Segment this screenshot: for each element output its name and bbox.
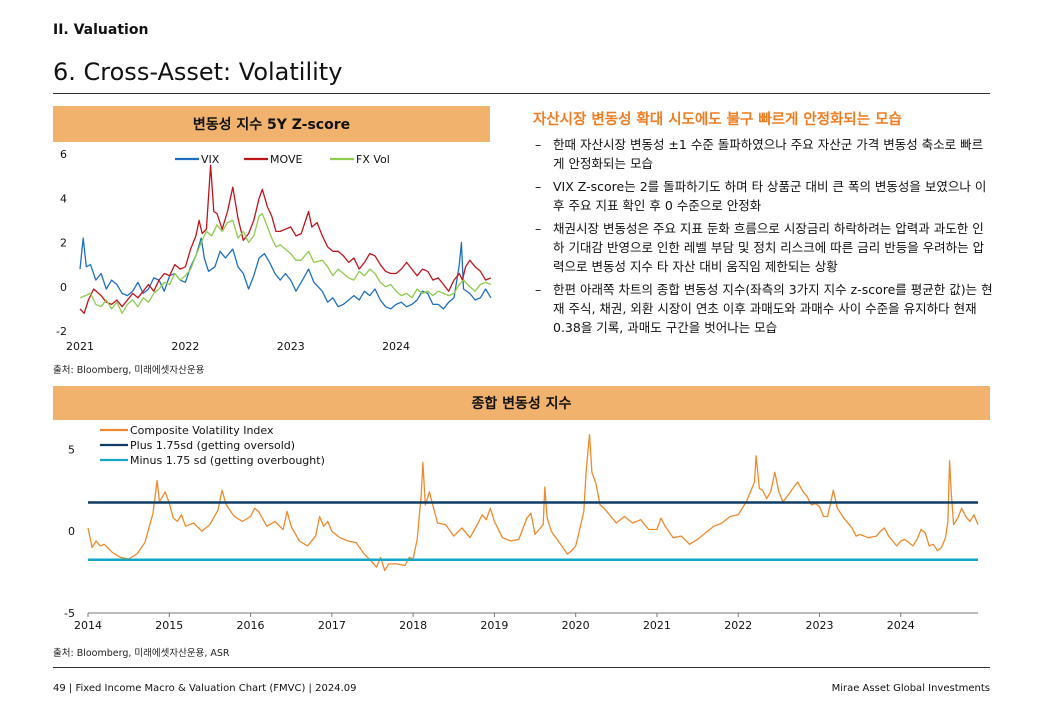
commentary-heading: 자산시장 변동성 확대 시도에도 불구 빠르게 안정화되는 모습 xyxy=(533,112,902,128)
y-tick-label: 6 xyxy=(60,148,67,161)
chart2-source: 출처: Bloomberg, 미래에셋자산운용, ASR xyxy=(53,648,230,659)
legend-entry: Minus 1.75 sd (getting overbought) xyxy=(130,454,325,467)
x-tick-label: 2024 xyxy=(887,619,915,632)
bullet-text: 한편 아래쪽 차트의 종합 변동성 지수(좌측의 3가지 지수 z-score를… xyxy=(553,282,993,335)
x-tick-label: 2019 xyxy=(480,619,508,632)
section-label: II. Valuation xyxy=(53,22,149,38)
bullet-text: 채권시장 변동성은 주요 지표 둔화 흐름으로 시장금리 하락하려는 압력과 과… xyxy=(553,221,985,274)
legend-entry: Composite Volatility Index xyxy=(130,424,274,437)
x-tick-label: 2016 xyxy=(237,619,265,632)
x-tick-label: 2023 xyxy=(277,340,305,353)
series-line-0 xyxy=(79,237,492,310)
bullet-item: – 한때 자산시장 변동성 ±1 수준 돌파하였으나 주요 자산군 가격 변동성 … xyxy=(535,137,984,171)
legend-entry: Plus 1.75sd (getting oversold) xyxy=(130,439,295,452)
chart2-title: 종합 변동성 지수 xyxy=(53,386,990,420)
footer-page-info: 49 | Fixed Income Macro & Valuation Char… xyxy=(53,683,357,694)
series-line-0 xyxy=(87,433,979,572)
x-tick-label: 2022 xyxy=(171,340,199,353)
chart1-title: 변동성 지수 5Y Z-score xyxy=(53,106,490,142)
x-tick-label: 2020 xyxy=(562,619,590,632)
bullet-text: 한때 자산시장 변동성 ±1 수준 돌파하였으나 주요 자산군 가격 변동성 축… xyxy=(553,137,984,171)
x-tick-label: 2015 xyxy=(155,619,183,632)
x-tick-label: 2024 xyxy=(382,340,410,353)
title-divider xyxy=(53,93,990,94)
chart1-source: 출처: Bloomberg, 미래에셋자산운용 xyxy=(53,365,205,376)
y-tick-label: -2 xyxy=(56,325,67,338)
bullet-text: VIX Z-score는 2를 돌파하기도 하며 타 상품군 대비 큰 폭의 변… xyxy=(553,179,987,213)
x-tick-label: 2018 xyxy=(399,619,427,632)
x-tick-label: 2021 xyxy=(66,340,94,353)
footer-divider xyxy=(53,667,990,668)
legend-entry: FX Vol xyxy=(356,153,390,166)
y-tick-label: 0 xyxy=(60,281,67,294)
x-tick-label: 2017 xyxy=(318,619,346,632)
y-tick-label: 2 xyxy=(60,237,67,250)
y-tick-label: -5 xyxy=(64,607,75,620)
y-tick-label: 5 xyxy=(68,443,75,456)
y-tick-label: 4 xyxy=(60,192,67,205)
bullet-item: – 채권시장 변동성은 주요 지표 둔화 흐름으로 시장금리 하락하려는 압력과 … xyxy=(535,221,985,274)
x-tick-label: 2014 xyxy=(74,619,102,632)
x-tick-label: 2023 xyxy=(806,619,834,632)
series-line-1 xyxy=(79,164,492,314)
series-line-2 xyxy=(79,213,492,314)
legend-entry: VIX xyxy=(201,153,220,166)
commentary-bullets: – 한때 자산시장 변동성 ±1 수준 돌파하였으나 주요 자산군 가격 변동성 … xyxy=(533,135,993,337)
bullet-item: – VIX Z-score는 2를 돌파하기도 하며 타 상품군 대비 큰 폭의 … xyxy=(535,179,987,213)
y-tick-label: 0 xyxy=(68,525,75,538)
footer-company: Mirae Asset Global Investments xyxy=(831,683,990,694)
commentary: 자산시장 변동성 확대 시도에도 불구 빠르게 안정화되는 모습 – 한때 자산시… xyxy=(533,108,993,341)
bullet-item: – 한편 아래쪽 차트의 종합 변동성 지수(좌측의 3가지 지수 z-score… xyxy=(535,282,993,335)
legend-entry: MOVE xyxy=(270,153,302,166)
zscore-chart: -2 0 2 4 6 2021 2022 2023 2024 VIX MOVE FX Vol xyxy=(56,148,492,353)
page-title: 6. Cross-Asset: Volatility xyxy=(53,58,343,86)
composite-chart: -5 0 5 2014 2015 2016 2017 2018 2019 2020 2021 2022… xyxy=(64,424,979,632)
x-tick-label: 2021 xyxy=(643,619,671,632)
x-tick-label: 2022 xyxy=(724,619,752,632)
